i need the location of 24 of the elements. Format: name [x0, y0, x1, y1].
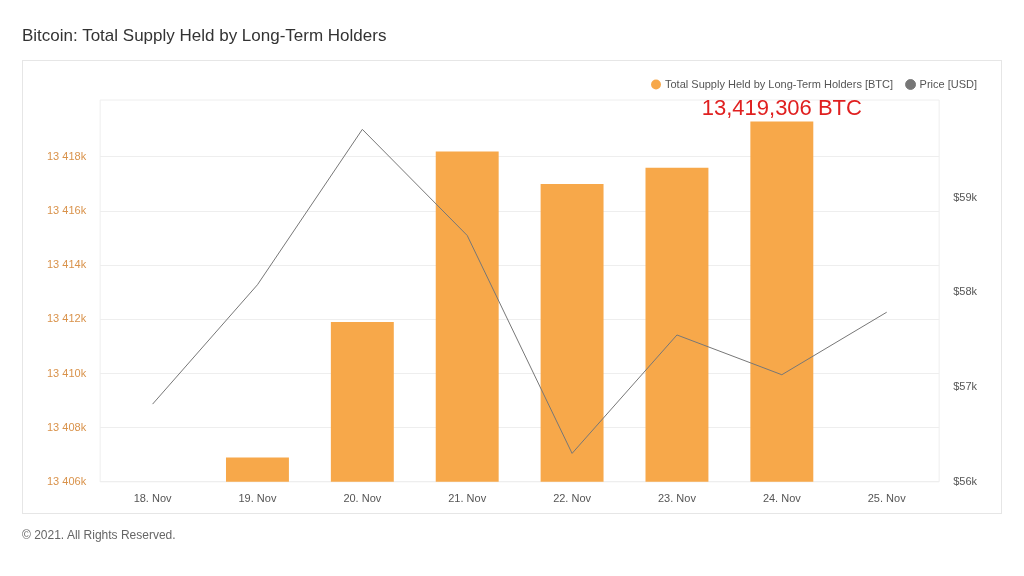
x-tick-label: 25. Nov [867, 492, 907, 505]
x-tick-label: 19. Nov [238, 492, 277, 505]
x-tick-label: 22. Nov [553, 492, 592, 505]
y-tick-label: 13 406k [46, 474, 87, 487]
y2-tick-label: $58k [953, 285, 978, 298]
x-tick-label: 24. Nov [762, 492, 802, 505]
x-tick-label: 18. Nov [133, 492, 173, 505]
x-tick-label: 23. Nov [658, 492, 697, 505]
chart-title: Bitcoin: Total Supply Held by Long-Term Holders [21, 25, 388, 47]
x-tick-label: 20. Nov [343, 492, 382, 505]
y-tick-label: 13 412k [46, 312, 87, 325]
annotation: 13,419,306 BTC [701, 94, 863, 120]
y-tick-label: 13 418k [46, 149, 87, 162]
legend-label: Total Supply Held by Long-Term Holders [BTC] [665, 77, 894, 90]
y2-tick-label: $56k [953, 474, 978, 487]
text: © 2021. All Rights Reserved. [21, 527, 177, 542]
legend-label: Price [USD] [919, 77, 978, 90]
y2-tick-label: $59k [953, 190, 978, 203]
y2-tick-label: $57k [953, 380, 978, 393]
x-tick-label: 21. Nov [448, 492, 487, 505]
y-tick-label: 13 414k [46, 258, 87, 271]
y-tick-label: 13 408k [46, 420, 87, 433]
y-tick-label: 13 410k [46, 366, 87, 379]
y-tick-label: 13 416k [46, 204, 87, 217]
